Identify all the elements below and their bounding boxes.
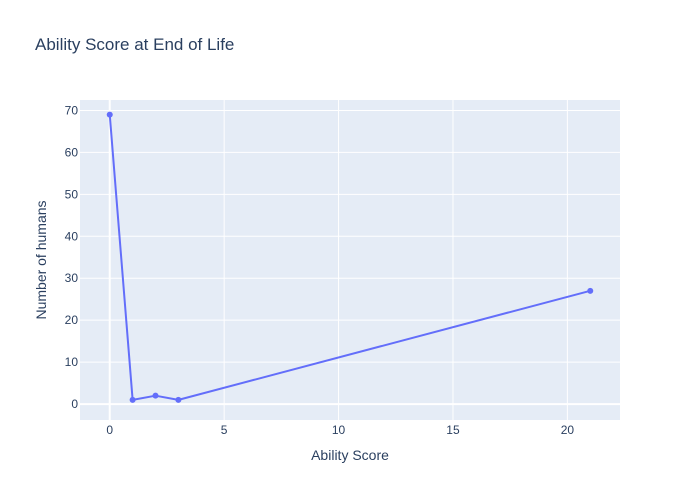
data-point[interactable] — [106, 111, 113, 118]
x-tick-label: 15 — [446, 423, 460, 437]
x-tick-label: 10 — [332, 423, 346, 437]
data-point[interactable] — [152, 392, 159, 399]
x-tick-label: 5 — [221, 423, 228, 437]
x-tick-label: 20 — [561, 423, 575, 437]
y-tick-label: 30 — [65, 271, 79, 285]
y-axis-title: Number of humans — [33, 200, 49, 319]
plot-area — [80, 100, 620, 420]
y-tick-label: 60 — [65, 145, 79, 159]
y-tick-label: 50 — [65, 187, 79, 201]
x-tick-labels: 0 5 10 15 20 — [106, 423, 574, 437]
data-point[interactable] — [587, 287, 594, 294]
y-tick-label: 0 — [71, 397, 78, 411]
data-point[interactable] — [129, 396, 136, 403]
y-tick-label: 10 — [65, 355, 79, 369]
y-tick-label: 70 — [65, 103, 79, 117]
x-axis-title: Ability Score — [311, 447, 389, 463]
x-tick-label: 0 — [106, 423, 113, 437]
gridlines — [80, 100, 620, 420]
data-point[interactable] — [175, 396, 182, 403]
series-line-group — [106, 111, 594, 403]
y-tick-labels: 0 10 20 30 40 50 60 70 — [65, 103, 79, 411]
chart-title: Ability Score at End of Life — [35, 35, 234, 54]
y-tick-label: 40 — [65, 229, 79, 243]
y-tick-label: 20 — [65, 313, 79, 327]
